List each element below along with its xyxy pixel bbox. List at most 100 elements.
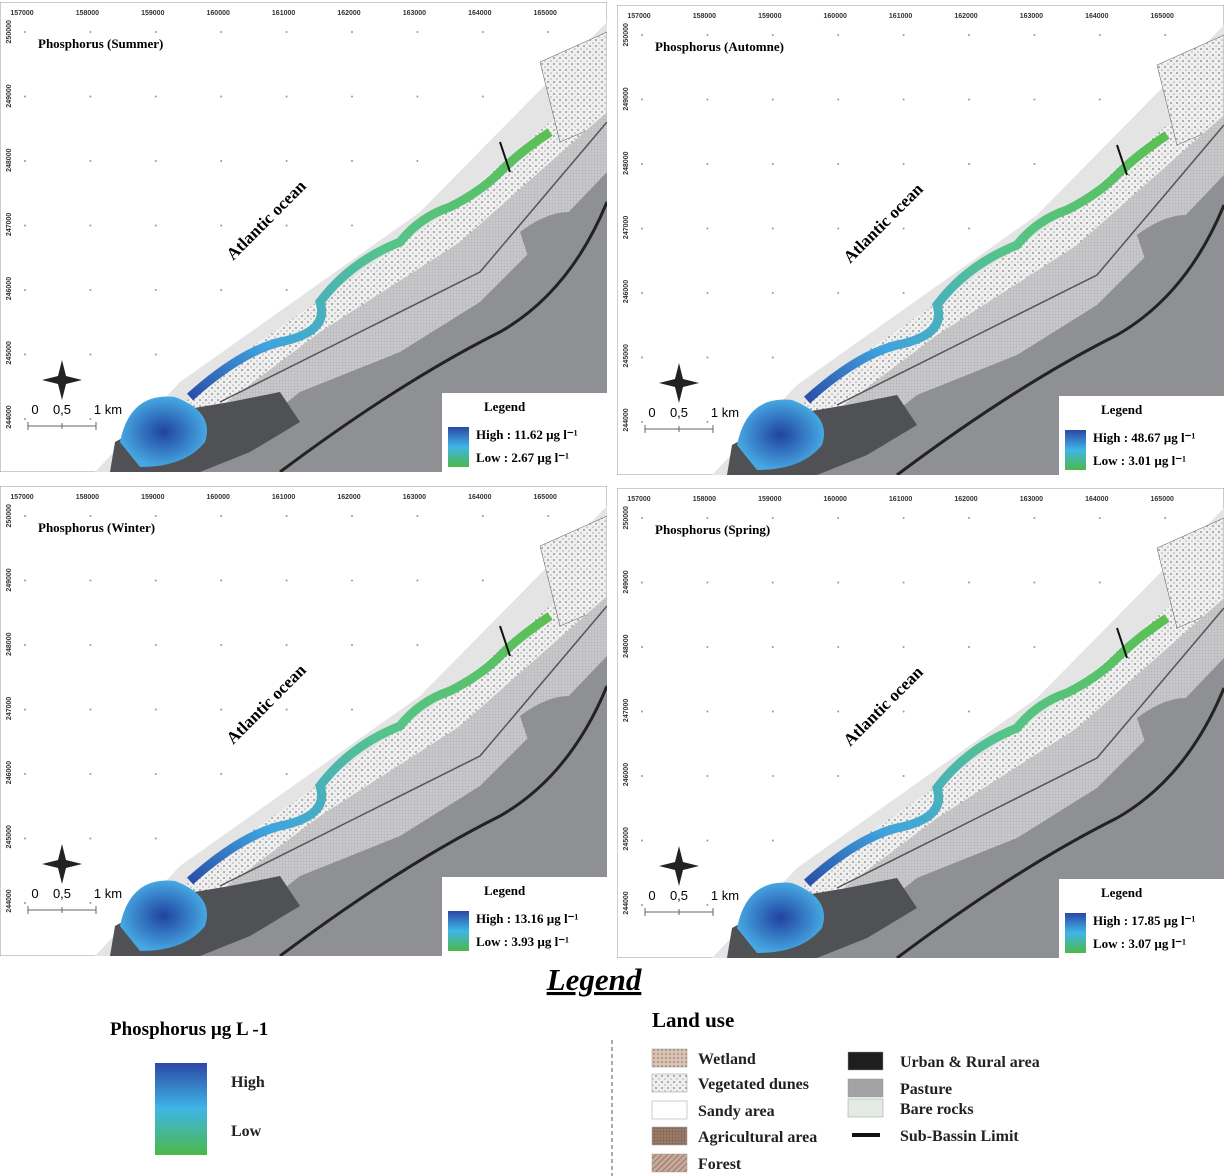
grid-dot bbox=[772, 99, 774, 101]
y-tick-label: 248000 bbox=[6, 148, 13, 171]
grid-dot bbox=[286, 515, 288, 517]
panel-title: Phosphorus (Summer) bbox=[38, 36, 163, 51]
grid-dot bbox=[155, 160, 157, 162]
x-tick-label: 158000 bbox=[76, 10, 99, 17]
grid-dot bbox=[220, 515, 222, 517]
grid-dot bbox=[89, 515, 91, 517]
legend-high: High : 17.85 µg l⁻¹ bbox=[1093, 913, 1195, 928]
x-tick-label: 160000 bbox=[824, 13, 847, 20]
y-tick-label: 249000 bbox=[6, 568, 13, 591]
grid-dot bbox=[968, 99, 970, 101]
x-tick-label: 162000 bbox=[954, 496, 977, 503]
y-tick-label: 249000 bbox=[6, 84, 13, 107]
grid-dot bbox=[641, 99, 643, 101]
grid-dot bbox=[482, 580, 484, 582]
grid-dot bbox=[89, 773, 91, 775]
grid-dot bbox=[24, 773, 26, 775]
y-tick-label: 246000 bbox=[6, 277, 13, 300]
phosphorus-title: Phosphorus µg L -1 bbox=[110, 1019, 268, 1040]
grid-dot bbox=[968, 163, 970, 165]
grid-dot bbox=[24, 838, 26, 840]
grid-dot bbox=[837, 711, 839, 713]
grid-dot bbox=[1033, 34, 1035, 36]
x-tick-label: 159000 bbox=[141, 494, 164, 501]
x-tick-label: 157000 bbox=[627, 496, 650, 503]
grid-dot bbox=[641, 357, 643, 359]
scale-label: 1 km bbox=[711, 888, 739, 903]
grid-dot bbox=[1099, 582, 1101, 584]
land-use-item: Forest bbox=[698, 1156, 742, 1173]
grid-dot bbox=[482, 515, 484, 517]
land-swatch bbox=[848, 1079, 883, 1097]
y-tick-label: 250000 bbox=[6, 504, 13, 527]
land-swatch bbox=[652, 1127, 687, 1145]
grid-dot bbox=[641, 292, 643, 294]
y-tick-label: 244000 bbox=[6, 405, 13, 428]
grid-dot bbox=[155, 354, 157, 356]
x-tick-label: 163000 bbox=[403, 10, 426, 17]
scale-label: 0,5 bbox=[53, 886, 71, 901]
x-tick-label: 157000 bbox=[627, 13, 650, 20]
y-tick-label: 248000 bbox=[6, 632, 13, 655]
grid-dot bbox=[351, 96, 353, 98]
grid-dot bbox=[837, 646, 839, 648]
y-tick-label: 246000 bbox=[623, 280, 630, 303]
x-tick-label: 163000 bbox=[1020, 496, 1043, 503]
grid-dot bbox=[155, 515, 157, 517]
grid-dot bbox=[24, 354, 26, 356]
scale-label: 0 bbox=[648, 888, 655, 903]
legend-high: High : 11.62 µg l⁻¹ bbox=[476, 427, 578, 442]
grid-dot bbox=[706, 34, 708, 36]
grid-dot bbox=[1099, 34, 1101, 36]
grid-dot bbox=[641, 582, 643, 584]
grid-dot bbox=[903, 711, 905, 713]
y-tick-label: 247000 bbox=[623, 699, 630, 722]
grid-dot bbox=[641, 775, 643, 777]
grid-dot bbox=[1099, 99, 1101, 101]
grid-dot bbox=[24, 225, 26, 227]
grid-dot bbox=[24, 418, 26, 420]
grid-dot bbox=[155, 838, 157, 840]
grid-dot bbox=[351, 709, 353, 711]
scale-label: 0 bbox=[31, 402, 38, 417]
scale-label: 0,5 bbox=[53, 402, 71, 417]
x-tick-label: 159000 bbox=[758, 496, 781, 503]
grid-dot bbox=[220, 289, 222, 291]
y-tick-label: 245000 bbox=[6, 341, 13, 364]
grid-dot bbox=[706, 904, 708, 906]
grid-dot bbox=[155, 709, 157, 711]
grid-dot bbox=[903, 34, 905, 36]
grid-dot bbox=[772, 292, 774, 294]
grid-dot bbox=[416, 31, 418, 33]
x-tick-label: 158000 bbox=[693, 13, 716, 20]
x-tick-label: 158000 bbox=[76, 494, 99, 501]
y-tick-label: 244000 bbox=[623, 891, 630, 914]
legend-swatch bbox=[448, 427, 469, 467]
grid-dot bbox=[286, 709, 288, 711]
x-tick-label: 159000 bbox=[141, 10, 164, 17]
grid-dot bbox=[220, 96, 222, 98]
grid-dot bbox=[837, 292, 839, 294]
legend-high: High : 13.16 µg l⁻¹ bbox=[476, 911, 578, 926]
legend-low: Low : 3.93 µg l⁻¹ bbox=[476, 934, 569, 949]
land-use-item: Urban & Rural area bbox=[900, 1054, 1040, 1071]
grid-dot bbox=[903, 228, 905, 230]
grid-dot bbox=[89, 902, 91, 904]
grid-dot bbox=[837, 517, 839, 519]
grid-dot bbox=[24, 289, 26, 291]
grid-dot bbox=[968, 34, 970, 36]
grid-dot bbox=[416, 96, 418, 98]
grid-dot bbox=[286, 225, 288, 227]
land-swatch bbox=[652, 1101, 687, 1119]
grid-dot bbox=[903, 582, 905, 584]
grid-dot bbox=[155, 644, 157, 646]
grid-dot bbox=[416, 644, 418, 646]
y-tick-label: 244000 bbox=[6, 889, 13, 912]
grid-dot bbox=[89, 160, 91, 162]
x-tick-label: 165000 bbox=[1151, 496, 1174, 503]
x-tick-label: 161000 bbox=[889, 496, 912, 503]
grid-dot bbox=[903, 775, 905, 777]
grid-dot bbox=[482, 96, 484, 98]
grid-dot bbox=[837, 775, 839, 777]
grid-dot bbox=[641, 840, 643, 842]
